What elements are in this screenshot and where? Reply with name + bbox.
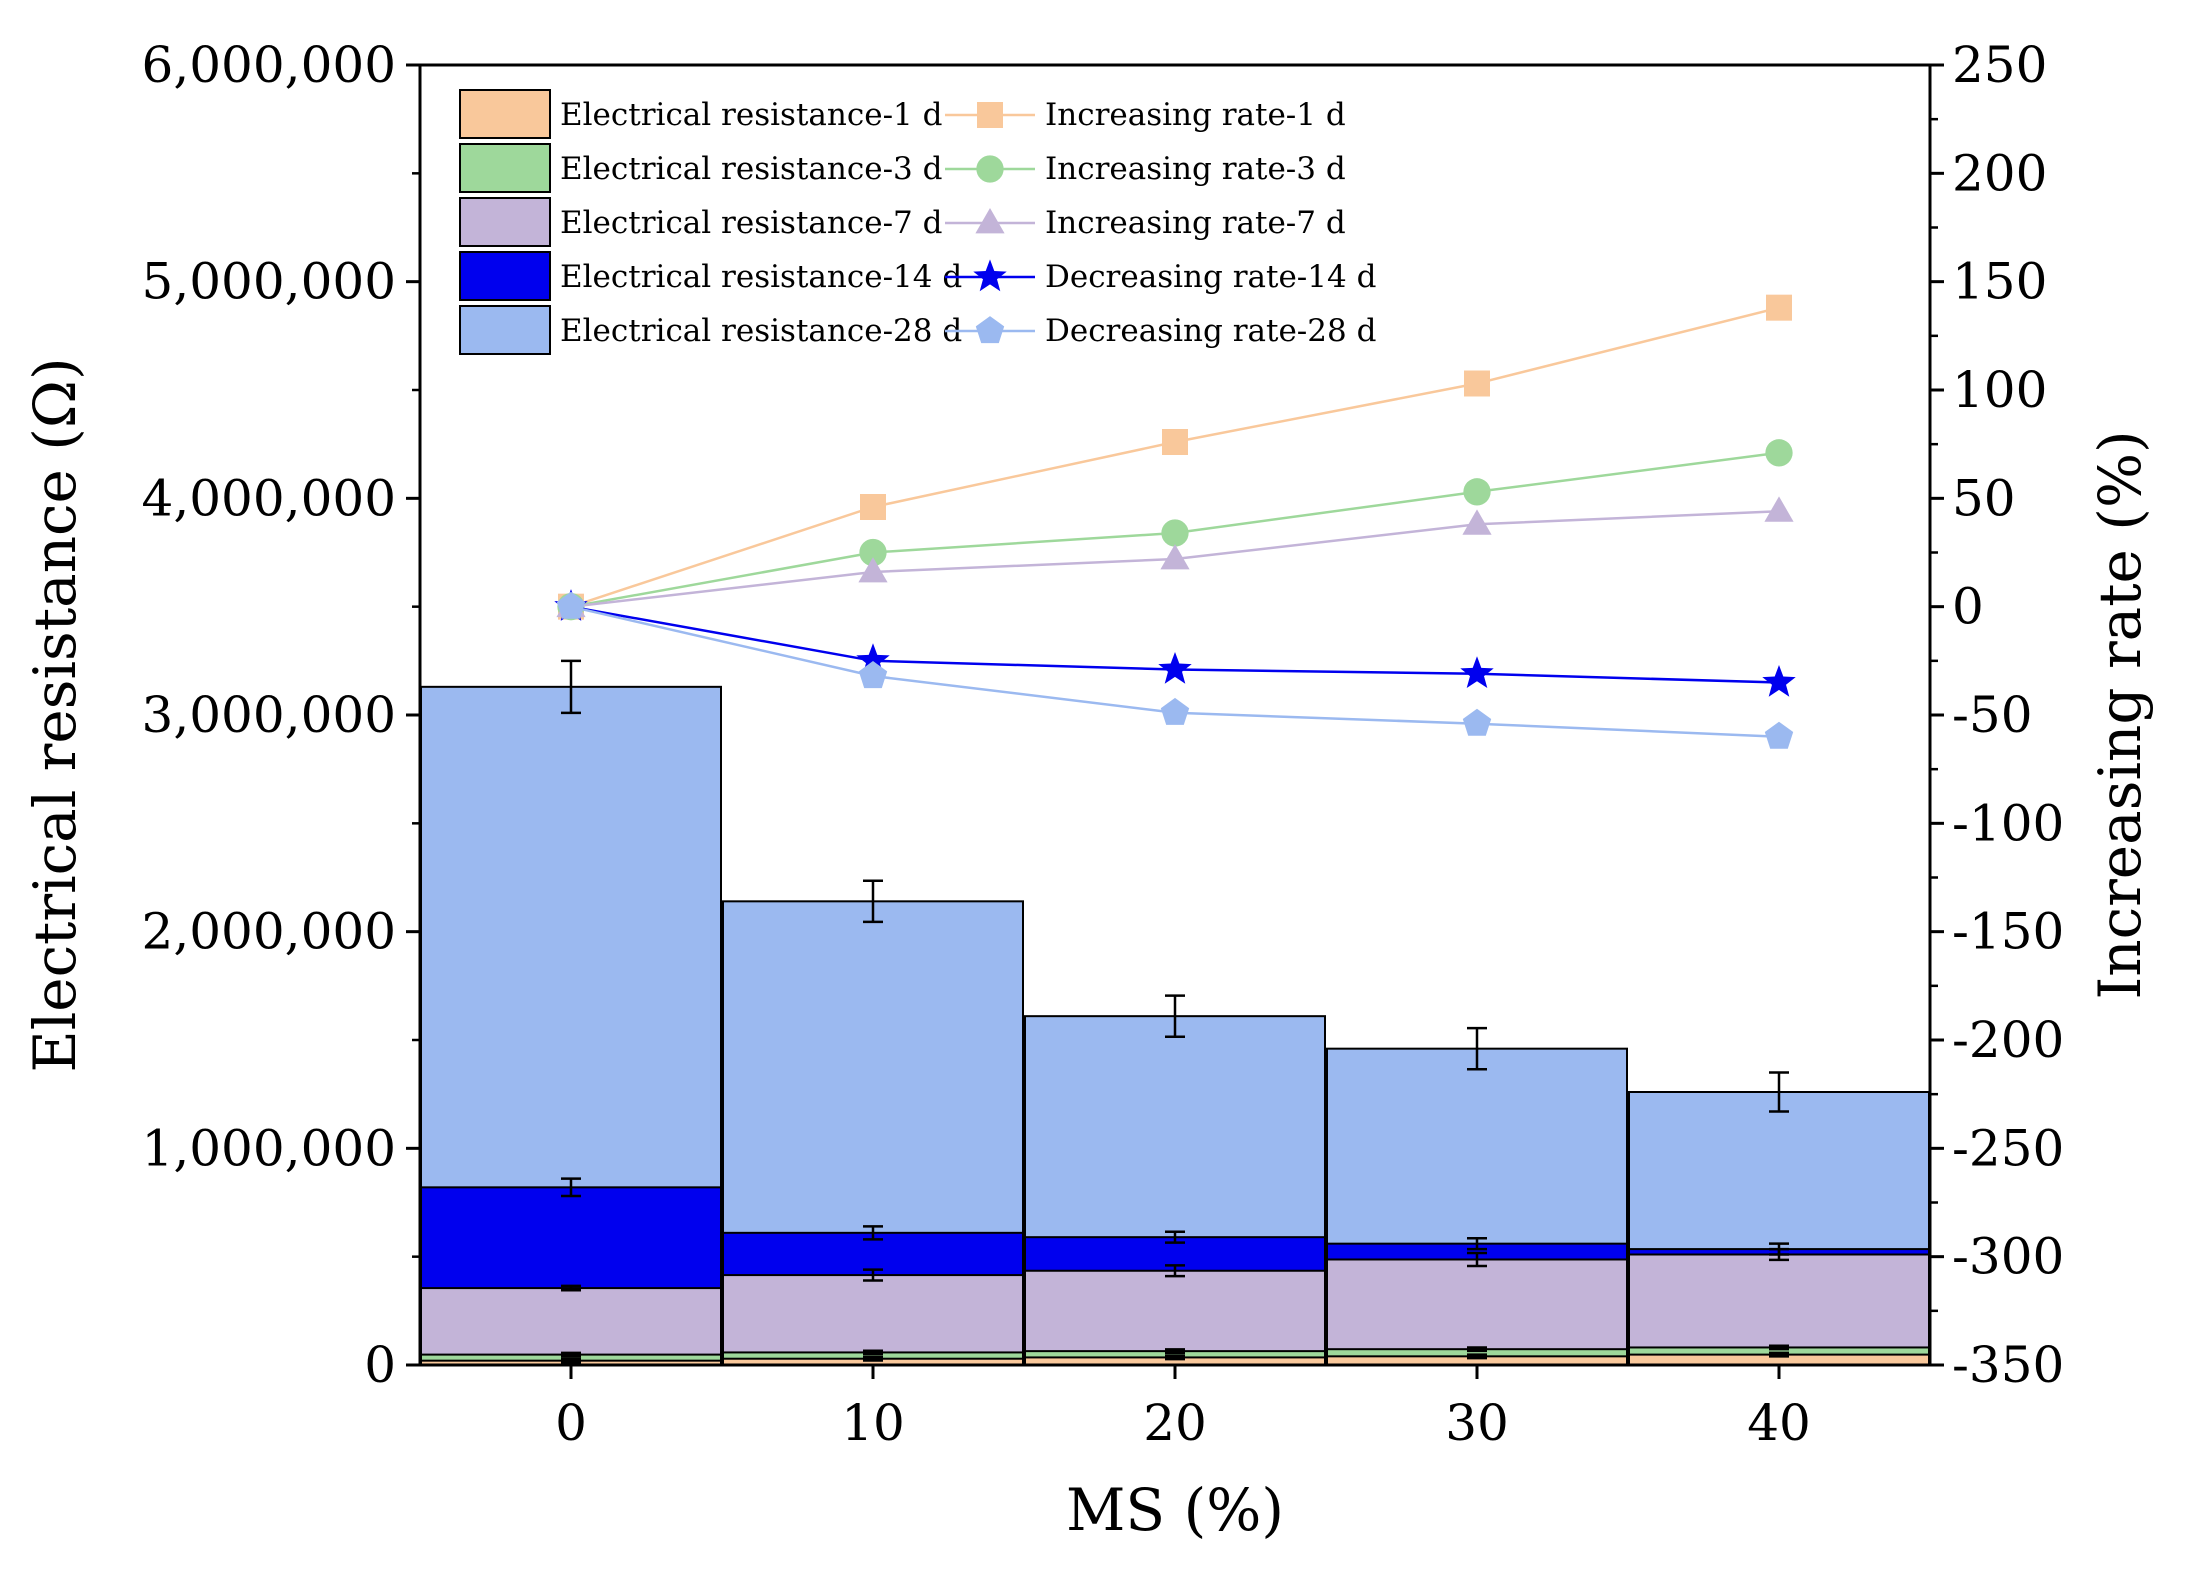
legend-swatch-bar-1 (459, 143, 551, 193)
error-bar-3-10 (863, 1225, 883, 1241)
bar-layer (420, 685, 1930, 1367)
legend-label-line-2: Increasing rate-7 d (1045, 205, 1346, 241)
legend-label-bar-1: Electrical resistance-3 d (560, 151, 942, 187)
error-bar-2-10 (863, 1268, 883, 1282)
y2-tick-label: 100 (1952, 361, 2047, 419)
line-point-3-20 (1158, 652, 1192, 684)
y2-axis-title: Increasing rate (%) (2086, 430, 2154, 999)
legend-marker-4 (975, 316, 1005, 344)
legend-swatch-bar-2 (459, 197, 551, 247)
error-bar-1-30 (1467, 1346, 1487, 1353)
error-bar-4-0 (561, 659, 581, 715)
y-tick-label: 3,000,000 (142, 686, 396, 744)
line-point-2-10 (858, 557, 888, 583)
error-bar-0-30 (1467, 1353, 1487, 1360)
error-bar-2-30 (1467, 1251, 1487, 1268)
legend-swatch-bar-0 (459, 89, 551, 139)
line-point-1-10 (859, 538, 887, 567)
error-bar-1-0 (561, 1351, 581, 1358)
line-point-1-30 (1463, 478, 1491, 506)
y2-tick-label: -100 (1952, 794, 2064, 852)
line-point-2-40 (1764, 496, 1794, 522)
y-tick-label: 1,000,000 (142, 1119, 396, 1177)
line-point-1-20 (1161, 519, 1189, 547)
x-tick-label: 0 (555, 1394, 587, 1452)
error-bar-3-0 (561, 1177, 581, 1198)
legend-label-line-0: Increasing rate-1 d (1045, 97, 1346, 133)
error-bar-4-20 (1165, 994, 1185, 1038)
error-bar-4-10 (863, 879, 883, 924)
legend-label-line-1: Increasing rate-3 d (1045, 151, 1346, 187)
error-bar-0-20 (1165, 1354, 1185, 1361)
y2-tick-label: -200 (1952, 1011, 2064, 1069)
legend-swatch-bar-4 (459, 305, 551, 355)
y2-tick-label: -250 (1952, 1119, 2064, 1177)
x-tick-label: 20 (1143, 1394, 1207, 1452)
line-point-0-30 (1464, 370, 1490, 397)
y-tick-label: 4,000,000 (142, 469, 396, 527)
y2-tick-label: 200 (1952, 144, 2047, 202)
error-bar-2-0 (561, 1284, 581, 1292)
legend-label-bar-2: Electrical resistance-7 d (560, 205, 942, 241)
legend-swatch-bar-3 (459, 251, 551, 301)
error-bar-layer (561, 659, 1789, 1364)
error-bar-2-20 (1165, 1264, 1185, 1278)
line-point-4-40 (1764, 721, 1794, 749)
y-tick-label: 6,000,000 (142, 36, 396, 94)
legend-label-bar-4: Electrical resistance-28 d (560, 313, 962, 349)
y-tick-label: 2,000,000 (142, 903, 396, 961)
line-point-0-20 (1162, 429, 1188, 455)
line-point-3-10 (856, 643, 890, 675)
legend-marker-0 (977, 102, 1003, 128)
error-bar-3-40 (1769, 1242, 1789, 1256)
line-point-1-40 (1765, 439, 1793, 467)
y2-tick-label: -300 (1952, 1228, 2064, 1286)
line-point-0-40 (1766, 294, 1792, 321)
error-bar-0-0 (561, 1357, 581, 1364)
legend-marker-1 (976, 155, 1004, 183)
error-bar-4-40 (1769, 1071, 1789, 1113)
error-bar-0-40 (1769, 1351, 1789, 1358)
line-point-0-10 (860, 494, 886, 520)
legend-marker-3 (973, 259, 1007, 292)
line-point-3-30 (1460, 656, 1494, 688)
legend-label-bar-3: Electrical resistance-14 d (560, 259, 962, 295)
line-point-2-20 (1160, 544, 1190, 570)
x-axis-title: MS (%) (1066, 1476, 1284, 1544)
axes-layer: 0 1,000,000 2,000,000 3,000,000 4,000,000 5,0… (142, 36, 2065, 1452)
error-bar-1-20 (1165, 1348, 1185, 1355)
y2-tick-label: -150 (1952, 903, 2064, 961)
y2-tick-label: -50 (1952, 686, 2033, 744)
x-tick-label: 10 (841, 1394, 905, 1452)
legend-label-line-4: Decreasing rate-28 d (1045, 313, 1376, 349)
error-bar-1-10 (863, 1349, 883, 1356)
y-axis-title: Electrical resistance (Ω) (21, 357, 89, 1072)
y2-tick-label: 50 (1952, 469, 2016, 527)
line-point-4-20 (1160, 697, 1190, 725)
legend: Electrical resistance-1 d Electrical resi… (459, 89, 1376, 355)
x-tick-label: 30 (1445, 1394, 1509, 1452)
error-bar-3-20 (1165, 1230, 1185, 1244)
error-bar-3-30 (1467, 1237, 1487, 1251)
line-point-4-10 (858, 661, 888, 689)
line-point-4-30 (1462, 708, 1492, 736)
error-bar-1-40 (1769, 1344, 1789, 1351)
legend-label-bar-0: Electrical resistance-1 d (560, 97, 942, 133)
y2-tick-label: 0 (1952, 578, 1984, 636)
line-layer (554, 294, 1796, 749)
error-bar-0-10 (863, 1355, 883, 1362)
legend-label-line-3: Decreasing rate-14 d (1045, 259, 1376, 295)
y2-tick-label: 150 (1952, 253, 2047, 311)
line-point-3-40 (1762, 665, 1796, 697)
error-bar-4-30 (1467, 1026, 1487, 1071)
x-tick-label: 40 (1747, 1394, 1811, 1452)
line-point-4-0 (556, 591, 586, 619)
y2-tick-label: 250 (1952, 36, 2047, 94)
y-tick-label: 0 (364, 1336, 396, 1394)
legend-marker-2 (975, 208, 1005, 234)
y2-tick-label: -350 (1952, 1336, 2064, 1394)
y-tick-label: 5,000,000 (142, 253, 396, 311)
line-point-2-30 (1462, 509, 1492, 535)
